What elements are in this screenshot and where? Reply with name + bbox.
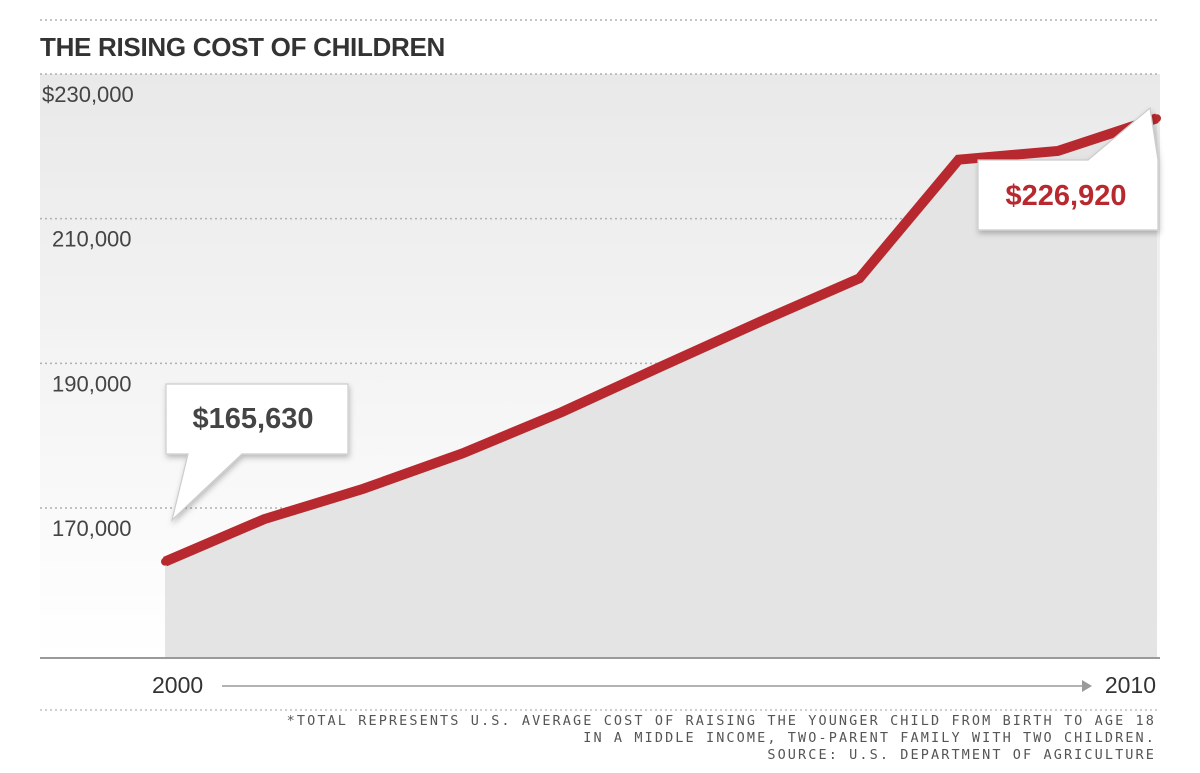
footnote-line-3: SOURCE: U.S. DEPARTMENT OF AGRICULTURE (767, 747, 1156, 763)
chart-title: THE RISING COST OF CHILDREN (40, 32, 445, 62)
area-fill (165, 118, 1157, 658)
callout-end: $226,920 (977, 106, 1159, 231)
data-point-2004 (557, 408, 566, 417)
data-point-2009 (1053, 146, 1062, 155)
x-label-start: 2000 (152, 672, 203, 698)
footnote-line-1: *TOTAL REPRESENTS U.S. AVERAGE COST OF R… (287, 713, 1156, 729)
y-tick-label: $230,000 (42, 82, 134, 107)
data-point-2007 (855, 274, 864, 283)
x-label-end: 2010 (1105, 672, 1156, 698)
callout-start-label: $165,630 (193, 403, 314, 435)
data-point-2006 (756, 317, 765, 326)
y-tick-labels: $230,000 210,000 190,000 170,000 (42, 82, 134, 541)
x-axis-arrowhead-icon (1082, 680, 1092, 692)
callout-end-bubble (977, 106, 1159, 231)
data-point-2008 (954, 155, 963, 164)
data-point-2000 (161, 557, 169, 566)
y-tick-label: 190,000 (52, 371, 132, 396)
y-tick-label: 210,000 (52, 227, 132, 252)
callout-start-bubble (165, 383, 349, 522)
data-points (161, 114, 1161, 566)
data-point-2003 (458, 449, 467, 458)
data-point-2005 (657, 362, 665, 371)
callout-end-label: $226,920 (1006, 180, 1127, 212)
footnote-line-2: IN A MIDDLE INCOME, TWO-PARENT FAMILY WI… (583, 730, 1156, 746)
callout-start: $165,630 (165, 383, 349, 522)
data-point-2002 (359, 484, 368, 493)
data-point-2010 (1153, 114, 1161, 123)
data-point-2001 (260, 515, 269, 524)
y-tick-label: 170,000 (52, 516, 132, 541)
